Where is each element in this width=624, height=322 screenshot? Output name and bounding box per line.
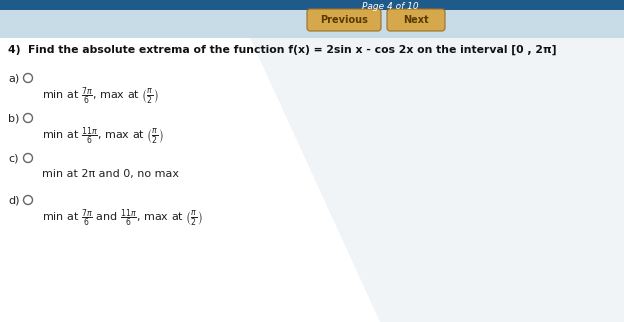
Text: a): a) (8, 73, 19, 83)
Text: d): d) (8, 195, 19, 205)
FancyBboxPatch shape (307, 9, 381, 31)
Text: min at 2π and 0, no max: min at 2π and 0, no max (42, 169, 179, 179)
FancyBboxPatch shape (0, 0, 624, 10)
Text: Page 4 of 10: Page 4 of 10 (362, 2, 418, 11)
Text: b): b) (8, 113, 19, 123)
Text: min at $\frac{7\pi}{6}$ and $\frac{11\pi}{6}$, max at $\left(\frac{\pi}{2}\right: min at $\frac{7\pi}{6}$ and $\frac{11\pi… (42, 207, 203, 229)
FancyBboxPatch shape (0, 38, 624, 322)
Text: min at $\frac{11\pi}{6}$, max at $\left(\frac{\pi}{2}\right)$: min at $\frac{11\pi}{6}$, max at $\left(… (42, 125, 163, 147)
Text: Previous: Previous (320, 15, 368, 25)
Polygon shape (250, 38, 624, 322)
Text: 4)  Find the absolute extrema of the function f(x) = 2sin x - cos 2x on the inte: 4) Find the absolute extrema of the func… (8, 45, 557, 55)
Text: min at $\frac{7\pi}{6}$, max at $\left(\frac{\pi}{2}\right)$: min at $\frac{7\pi}{6}$, max at $\left(\… (42, 85, 158, 107)
Text: c): c) (8, 153, 19, 163)
Text: Next: Next (403, 15, 429, 25)
FancyBboxPatch shape (387, 9, 445, 31)
FancyBboxPatch shape (0, 10, 624, 38)
